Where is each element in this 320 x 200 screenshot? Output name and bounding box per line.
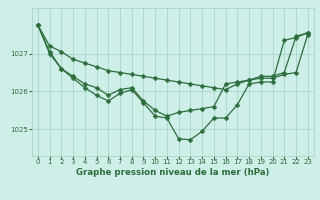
X-axis label: Graphe pression niveau de la mer (hPa): Graphe pression niveau de la mer (hPa) [76,168,269,177]
